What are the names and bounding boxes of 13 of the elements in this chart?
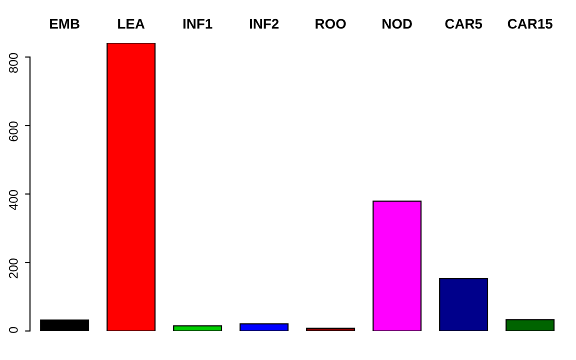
y-tick-label: 800: [8, 53, 18, 73]
x-tick-label: CAR5: [445, 18, 482, 29]
x-tick-label: NOD: [382, 18, 412, 29]
x-tick-label: LEA: [118, 19, 145, 29]
x-tick-label: EMB: [50, 19, 80, 29]
x-tick-label: INF1: [183, 19, 212, 29]
x-tick-label: ROO: [316, 18, 346, 29]
y-tick-label: 200: [8, 258, 18, 278]
x-tick-label: CAR15: [508, 18, 552, 29]
y-tick-label: 0: [8, 326, 18, 333]
x-tick-label: INF2: [250, 18, 279, 29]
y-tick-label: 400: [8, 190, 18, 210]
y-tick-label: 600: [8, 121, 18, 142]
